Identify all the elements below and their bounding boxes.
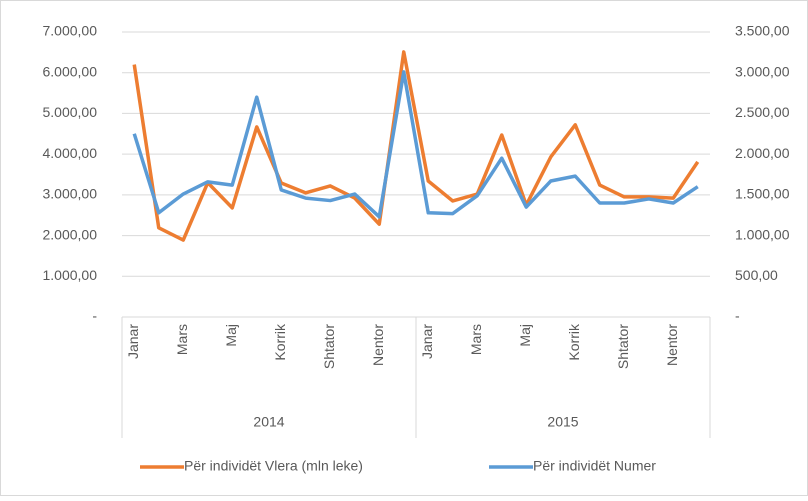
y2-tick-label: 3.000,00 (735, 63, 790, 79)
x-tick-label: Shtator (321, 324, 337, 369)
group-label: 2015 (547, 414, 578, 430)
y-tick-label: 6.000,00 (43, 63, 98, 79)
group-label: 2014 (253, 414, 284, 430)
legend-label: Për individët Numer (533, 458, 656, 474)
x-tick-label: Maj (223, 324, 239, 347)
x-tick-label: Korrik (566, 323, 582, 361)
x-tick-label: Janar (125, 324, 141, 359)
x-tick-label: Shtator (615, 324, 631, 369)
x-tick-label: Nentor (370, 324, 386, 366)
x-tick-label: Nentor (664, 324, 680, 366)
y-tick-label: 3.000,00 (43, 186, 98, 202)
y-tick-label: 7.000,00 (43, 23, 98, 39)
y2-tick-label: 2.500,00 (735, 104, 790, 120)
y2-tick-label: 1.000,00 (735, 226, 790, 242)
x-tick-label: Maj (517, 324, 533, 347)
line-series (132, 70, 699, 219)
y2-tick-label: 2.000,00 (735, 145, 790, 161)
legend-label: Për individët Vlera (mln leke) (184, 458, 363, 474)
y-tick-label: 1.000,00 (43, 267, 98, 283)
y-tick-label: 5.000,00 (43, 104, 98, 120)
y2-tick-label: 1.500,00 (735, 186, 790, 202)
y-tick-label: 4.000,00 (43, 145, 98, 161)
x-tick-label: Janar (419, 324, 435, 359)
y2-tick-label: 500,00 (735, 267, 778, 283)
y-tick-label: - (92, 308, 97, 324)
x-tick-label: Mars (174, 324, 190, 355)
line-series (132, 50, 700, 242)
y2-tick-label: 3.500,00 (735, 23, 790, 39)
y-tick-label: 2.000,00 (43, 226, 98, 242)
y2-tick-label: - (735, 308, 740, 324)
x-tick-label: Mars (468, 324, 484, 355)
x-tick-label: Korrik (272, 323, 288, 361)
